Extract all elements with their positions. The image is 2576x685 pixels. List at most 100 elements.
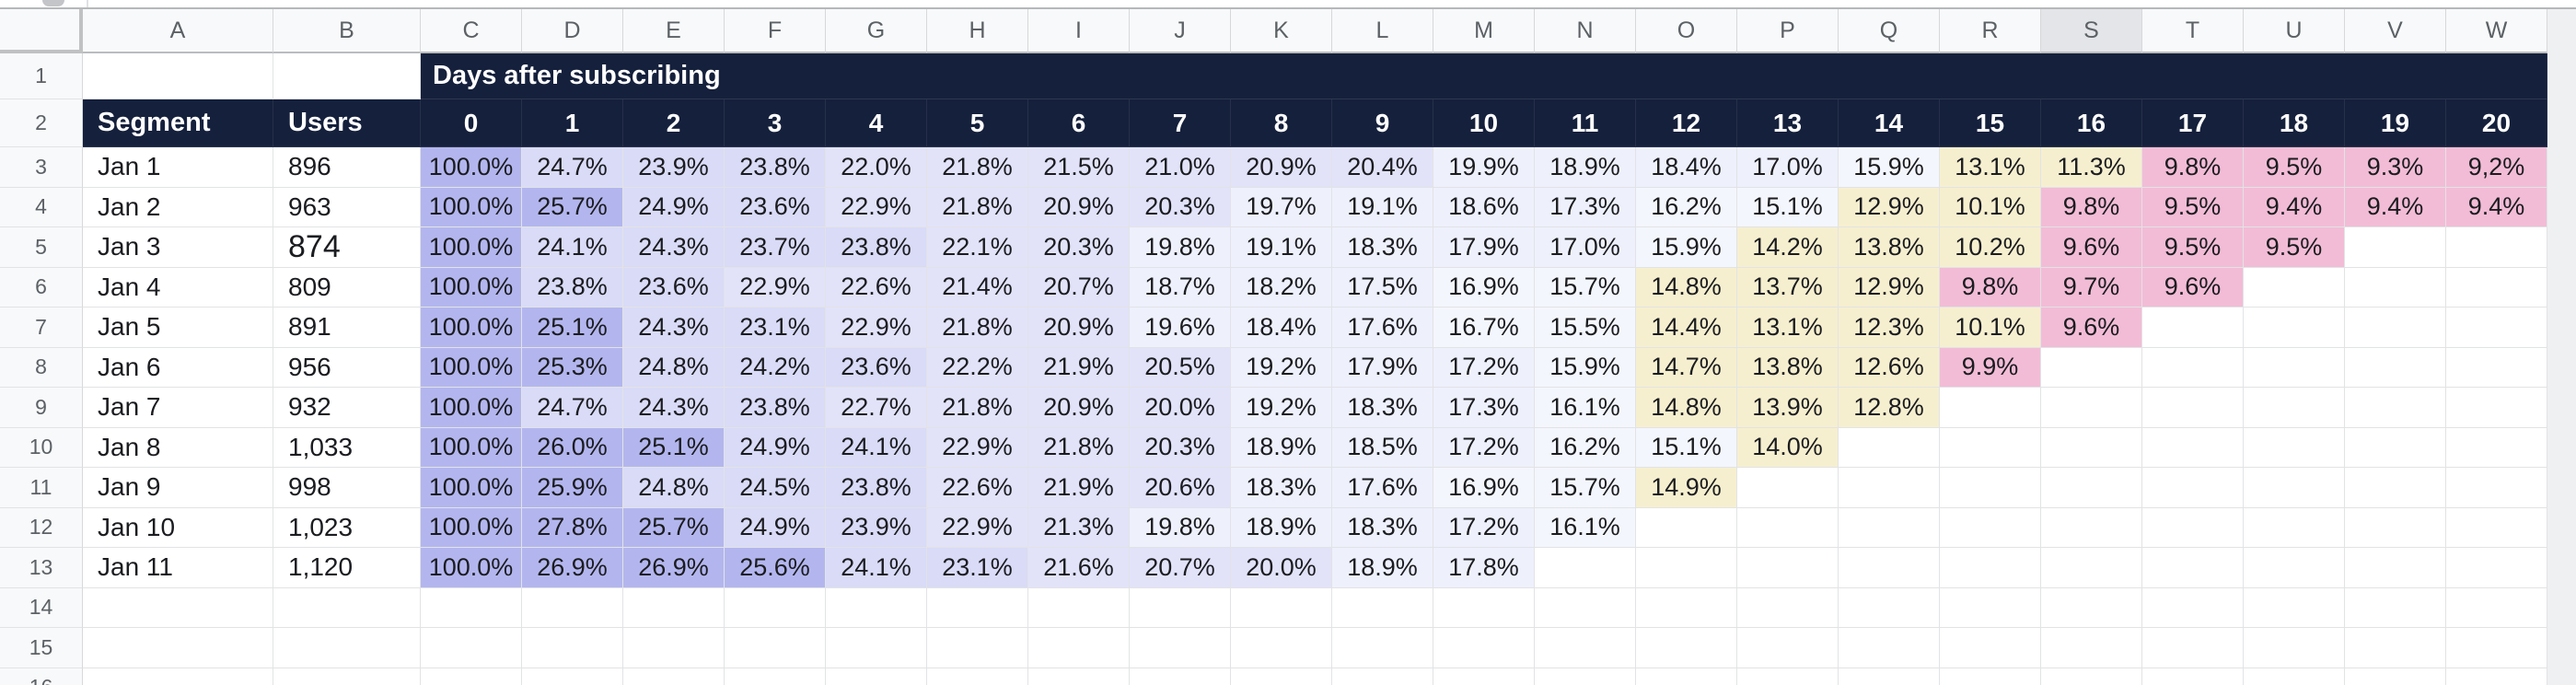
cell-G10[interactable]: 24.1% [826,427,927,468]
cell-D8[interactable]: 25.3% [522,347,623,388]
cell-C7[interactable]: 100.0% [421,308,522,348]
cell-Q7[interactable]: 12.3% [1839,308,1940,348]
column-header-A[interactable]: A [83,9,273,53]
merged-title-cell[interactable]: Days after subscribing [421,53,2547,99]
cell-J3[interactable]: 21.0% [1130,147,1231,188]
cell-U10[interactable] [2244,427,2345,468]
column-header-L[interactable]: L [1332,9,1433,53]
cell-G14[interactable] [826,587,927,628]
cell-M13[interactable]: 17.8% [1433,548,1535,588]
day-header-3[interactable]: 3 [725,99,826,147]
cell-G13[interactable]: 24.1% [826,548,927,588]
column-header-H[interactable]: H [927,9,1028,53]
cell-K7[interactable]: 18.4% [1231,308,1332,348]
cell-R10[interactable] [1940,427,2041,468]
column-header-P[interactable]: P [1737,9,1839,53]
cell-I16[interactable] [1028,668,1130,685]
cell-D16[interactable] [522,668,623,685]
column-header-T[interactable]: T [2142,9,2244,53]
cell-G7[interactable]: 22.9% [826,308,927,348]
row-header-3[interactable]: 3 [0,147,83,188]
cell-J15[interactable] [1130,628,1231,668]
cell-O11[interactable]: 14.9% [1636,468,1737,508]
cell-C15[interactable] [421,628,522,668]
cell-B15[interactable] [273,628,421,668]
column-header-S[interactable]: S [2041,9,2142,53]
cell-H4[interactable]: 21.8% [927,187,1028,227]
cell-U16[interactable] [2244,668,2345,685]
cell-G9[interactable]: 22.7% [826,388,927,428]
cell-E11[interactable]: 24.8% [623,468,725,508]
cell-N8[interactable]: 15.9% [1535,347,1636,388]
cell-T13[interactable] [2142,548,2244,588]
cell-T10[interactable] [2142,427,2244,468]
cell-D6[interactable]: 23.8% [522,267,623,308]
cell-L10[interactable]: 18.5% [1332,427,1433,468]
cell-T3[interactable]: 9.8% [2142,147,2244,188]
cell-I11[interactable]: 21.9% [1028,468,1130,508]
cell-D7[interactable]: 25.1% [522,308,623,348]
cell-S13[interactable] [2041,548,2142,588]
cell-E8[interactable]: 24.8% [623,347,725,388]
cell-W12[interactable] [2446,507,2547,548]
cell-J6[interactable]: 18.7% [1130,267,1231,308]
cell-S7[interactable]: 9.6% [2041,308,2142,348]
cell-D10[interactable]: 26.0% [522,427,623,468]
column-header-R[interactable]: R [1940,9,2041,53]
cell-N14[interactable] [1535,587,1636,628]
cell-V3[interactable]: 9.3% [2345,147,2446,188]
column-header-F[interactable]: F [725,9,826,53]
cell-S9[interactable] [2041,388,2142,428]
cell-J13[interactable]: 20.7% [1130,548,1231,588]
cell-K15[interactable] [1231,628,1332,668]
cell-U15[interactable] [2244,628,2345,668]
cell-W10[interactable] [2446,427,2547,468]
cell-T5[interactable]: 9.5% [2142,227,2244,268]
cell-B1[interactable] [273,53,421,99]
cell-J12[interactable]: 19.8% [1130,507,1231,548]
row-header-5[interactable]: 5 [0,227,83,268]
cell-N9[interactable]: 16.1% [1535,388,1636,428]
cell-T4[interactable]: 9.5% [2142,187,2244,227]
cell-L4[interactable]: 19.1% [1332,187,1433,227]
column-header-C[interactable]: C [421,9,522,53]
cell-L9[interactable]: 18.3% [1332,388,1433,428]
cell-J11[interactable]: 20.6% [1130,468,1231,508]
cell-O10[interactable]: 15.1% [1636,427,1737,468]
cell-F7[interactable]: 23.1% [725,308,826,348]
cell-G16[interactable] [826,668,927,685]
cell-Q14[interactable] [1839,587,1940,628]
cell-G4[interactable]: 22.9% [826,187,927,227]
cell-M3[interactable]: 19.9% [1433,147,1535,188]
cell-V9[interactable] [2345,388,2446,428]
cell-C11[interactable]: 100.0% [421,468,522,508]
column-header-V[interactable]: V [2345,9,2446,53]
cell-A5-segment[interactable]: Jan 3 [83,227,273,268]
cell-T6[interactable]: 9.6% [2142,267,2244,308]
cell-A4-segment[interactable]: Jan 2 [83,187,273,227]
cell-O15[interactable] [1636,628,1737,668]
cell-U9[interactable] [2244,388,2345,428]
cell-Q4[interactable]: 12.9% [1839,187,1940,227]
day-header-6[interactable]: 6 [1028,99,1130,147]
cell-T11[interactable] [2142,468,2244,508]
cell-Q13[interactable] [1839,548,1940,588]
cell-T9[interactable] [2142,388,2244,428]
row-header-12[interactable]: 12 [0,507,83,548]
cell-L14[interactable] [1332,587,1433,628]
cell-W8[interactable] [2446,347,2547,388]
cell-R4[interactable]: 10.1% [1940,187,2041,227]
cell-Q16[interactable] [1839,668,1940,685]
cell-G15[interactable] [826,628,927,668]
cell-B11-users[interactable]: 998 [273,468,421,508]
cell-O12[interactable] [1636,507,1737,548]
column-header-K[interactable]: K [1231,9,1332,53]
cell-C14[interactable] [421,587,522,628]
row-header-2[interactable]: 2 [0,99,83,147]
cell-P6[interactable]: 13.7% [1737,267,1839,308]
row-header-14[interactable]: 14 [0,587,83,628]
cell-E14[interactable] [623,587,725,628]
cell-F15[interactable] [725,628,826,668]
cell-R8[interactable]: 9.9% [1940,347,2041,388]
cell-K9[interactable]: 19.2% [1231,388,1332,428]
